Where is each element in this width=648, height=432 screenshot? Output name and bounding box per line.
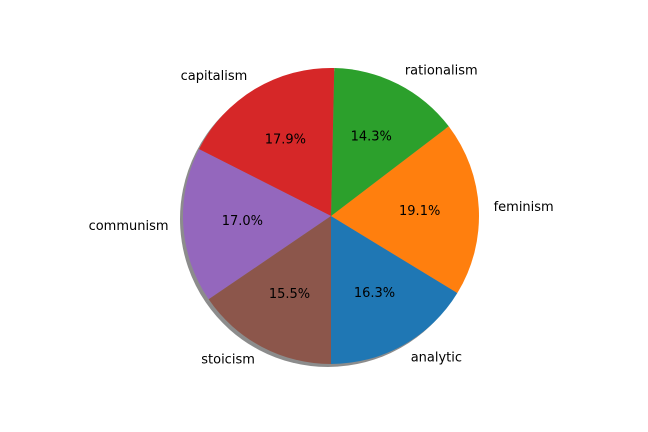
- slice-percent-communism: 17.0%: [222, 214, 263, 229]
- slice-label-rationalism: rationalism: [405, 63, 478, 78]
- slice-percent-stoicism: 15.5%: [269, 287, 310, 302]
- pie-labels: analytic 16.3% feminism 19.1% rationalism 14.…: [89, 63, 554, 367]
- slice-analytic: [331, 216, 458, 364]
- slice-rationalism: [331, 68, 449, 217]
- slice-label-stoicism: stoicism: [201, 352, 255, 367]
- slice-percent-feminism: 19.1%: [399, 204, 440, 219]
- pie-slices: [182, 67, 479, 364]
- slice-stoicism: [208, 216, 331, 364]
- slice-label-capitalism: capitalism: [181, 69, 248, 84]
- slice-feminism: [331, 126, 479, 294]
- slice-percent-rationalism: 14.3%: [351, 129, 392, 144]
- slice-percent-capitalism: 17.9%: [265, 132, 306, 147]
- slice-label-feminism: feminism: [494, 200, 554, 215]
- slice-communism: [182, 149, 331, 300]
- slice-capitalism: [198, 67, 335, 216]
- slice-label-communism: communism: [89, 219, 169, 234]
- slice-label-analytic: analytic: [411, 350, 462, 365]
- slice-percent-analytic: 16.3%: [354, 286, 395, 301]
